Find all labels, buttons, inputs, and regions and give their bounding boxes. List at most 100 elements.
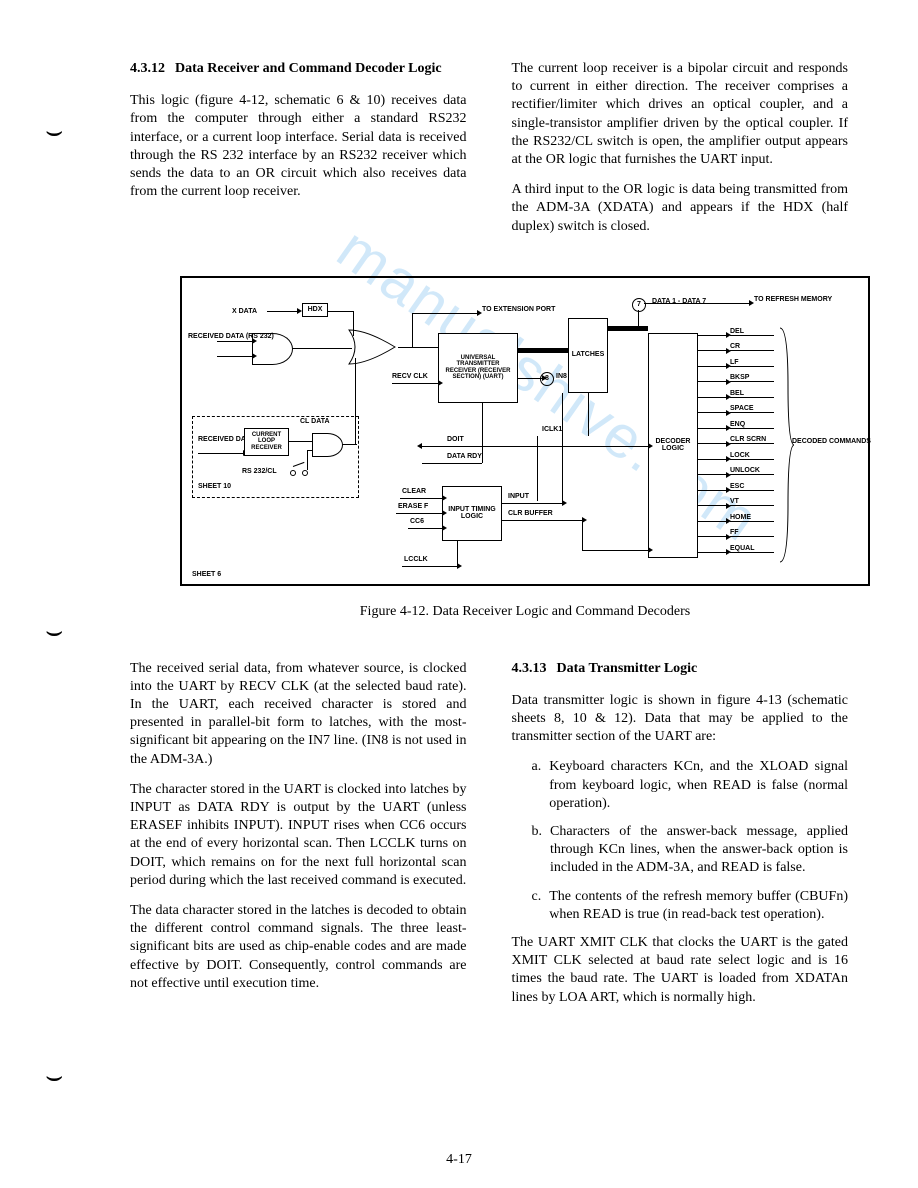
wire [408,528,442,529]
label: DECODED COMMANDS [792,438,847,445]
bus [518,348,568,353]
output-wire [698,443,726,444]
wire [482,403,483,463]
wire [289,441,312,442]
wire [400,498,442,499]
output-wire [698,397,726,398]
wire [412,313,413,348]
wire [457,541,458,566]
section-heading: 4.3.12 Data Receiver and Command Decoder… [130,60,467,78]
label: RS 232/CL [242,468,277,475]
output-label: LOCK [730,452,774,460]
output-wire [698,459,726,460]
output-wire [698,350,726,351]
itl-block: INPUT TIMING LOGIC [442,486,502,541]
wire [582,550,648,551]
wire [502,503,562,504]
label: SHEET 10 [198,483,231,490]
section-heading: 4.3.13 Data Transmitter Logic [512,660,849,678]
wire [355,358,356,444]
output-label: BEL [730,390,774,398]
wire [198,453,243,454]
paragraph: The character stored in the UART is cloc… [130,781,467,890]
output-label: LF [730,359,774,367]
output-wire [698,490,726,491]
paragraph: The received serial data, from whatever … [130,660,467,769]
output-label: CLR SCRN [730,436,774,444]
output-label: VT [730,498,774,506]
figure-box: X DATA HDX RECEIVED DATA (RS 232) TO EXT… [180,276,870,586]
output-wire [698,428,726,429]
list-marker: b. [532,823,543,878]
brace-icon [778,326,794,564]
label: DATA RDY [447,453,482,460]
label: X DATA [232,308,257,315]
col-left: 4.3.12 Data Receiver and Command Decoder… [130,60,467,248]
wire [644,303,749,304]
label: ICLK1 [542,426,562,433]
wire [582,520,583,550]
section-number: 4.3.12 [130,60,165,78]
wire [292,348,352,349]
wire [542,446,648,447]
switch-icon [290,466,306,476]
paragraph: This logic (figure 4-12, schematic 6 & 1… [130,92,467,201]
wire [537,436,538,501]
list-item: b.Characters of the answer-back message,… [512,823,849,878]
label: INPUT [508,493,529,500]
label: LCCLK [404,556,428,563]
label: ERASE F [398,503,428,510]
label: RECEIVED DATA [198,436,246,443]
output-label: EQUAL [730,545,774,553]
wire [502,520,582,521]
col-right: The current loop receiver is a bipolar c… [512,60,849,248]
paragraph: Data transmitter logic is shown in figur… [512,692,849,747]
section-number: 4.3.13 [512,660,547,678]
uart-block: UNIVERSAL TRANSMITTER RECEIVER (RECEIVER… [438,333,518,403]
output-wire [698,366,726,367]
figure-wrap: X DATA HDX RECEIVED DATA (RS 232) TO EXT… [180,276,870,620]
binding-mark: ⌣ [45,115,63,148]
output-label: UNLOCK [730,467,774,475]
list-item: c.The contents of the refresh memory buf… [512,888,849,924]
output-label: DEL [730,328,774,336]
wire [562,393,563,503]
lower-columns: The received serial data, from whatever … [130,660,848,1019]
upper-columns: 4.3.12 Data Receiver and Command Decoder… [130,60,848,248]
wire [307,450,308,470]
output-wire [698,381,726,382]
section-title: Data Transmitter Logic [557,660,698,678]
wire [342,444,357,445]
list-text: Keyboard characters KCn, and the XLOAD s… [549,758,848,813]
wire [217,341,252,342]
wire [392,383,438,384]
binding-mark: ⌣ [45,1060,63,1093]
wire [588,393,589,436]
switch-hdx: HDX [302,303,328,317]
wire [398,347,438,348]
latches-block: LATCHES [568,318,608,393]
output-wire [698,521,726,522]
label: DOIT [447,436,464,443]
paragraph: The current loop receiver is a bipolar c… [512,60,849,169]
output-label: SPACE [730,405,774,413]
paragraph: The data character stored in the latches… [130,902,467,993]
wire [638,310,639,328]
figure-caption: Figure 4-12. Data Receiver Logic and Com… [180,604,870,620]
paragraph: The UART XMIT CLK that clocks the UART i… [512,934,849,1007]
wire [217,356,252,357]
wire [422,463,482,464]
output-label: CR [730,343,774,351]
bus [608,326,648,331]
wire [396,513,442,514]
output-wire [698,335,726,336]
output-wire [698,412,726,413]
page-number: 4-17 [0,1152,918,1168]
label: SHEET 6 [192,571,221,578]
label: TO EXTENSION PORT [482,306,555,313]
output-label: BKSP [730,374,774,382]
circle-marker: 8 [540,372,554,386]
output-wire [698,505,726,506]
list-marker: c. [532,888,542,924]
label: CLR BUFFER [508,510,553,517]
